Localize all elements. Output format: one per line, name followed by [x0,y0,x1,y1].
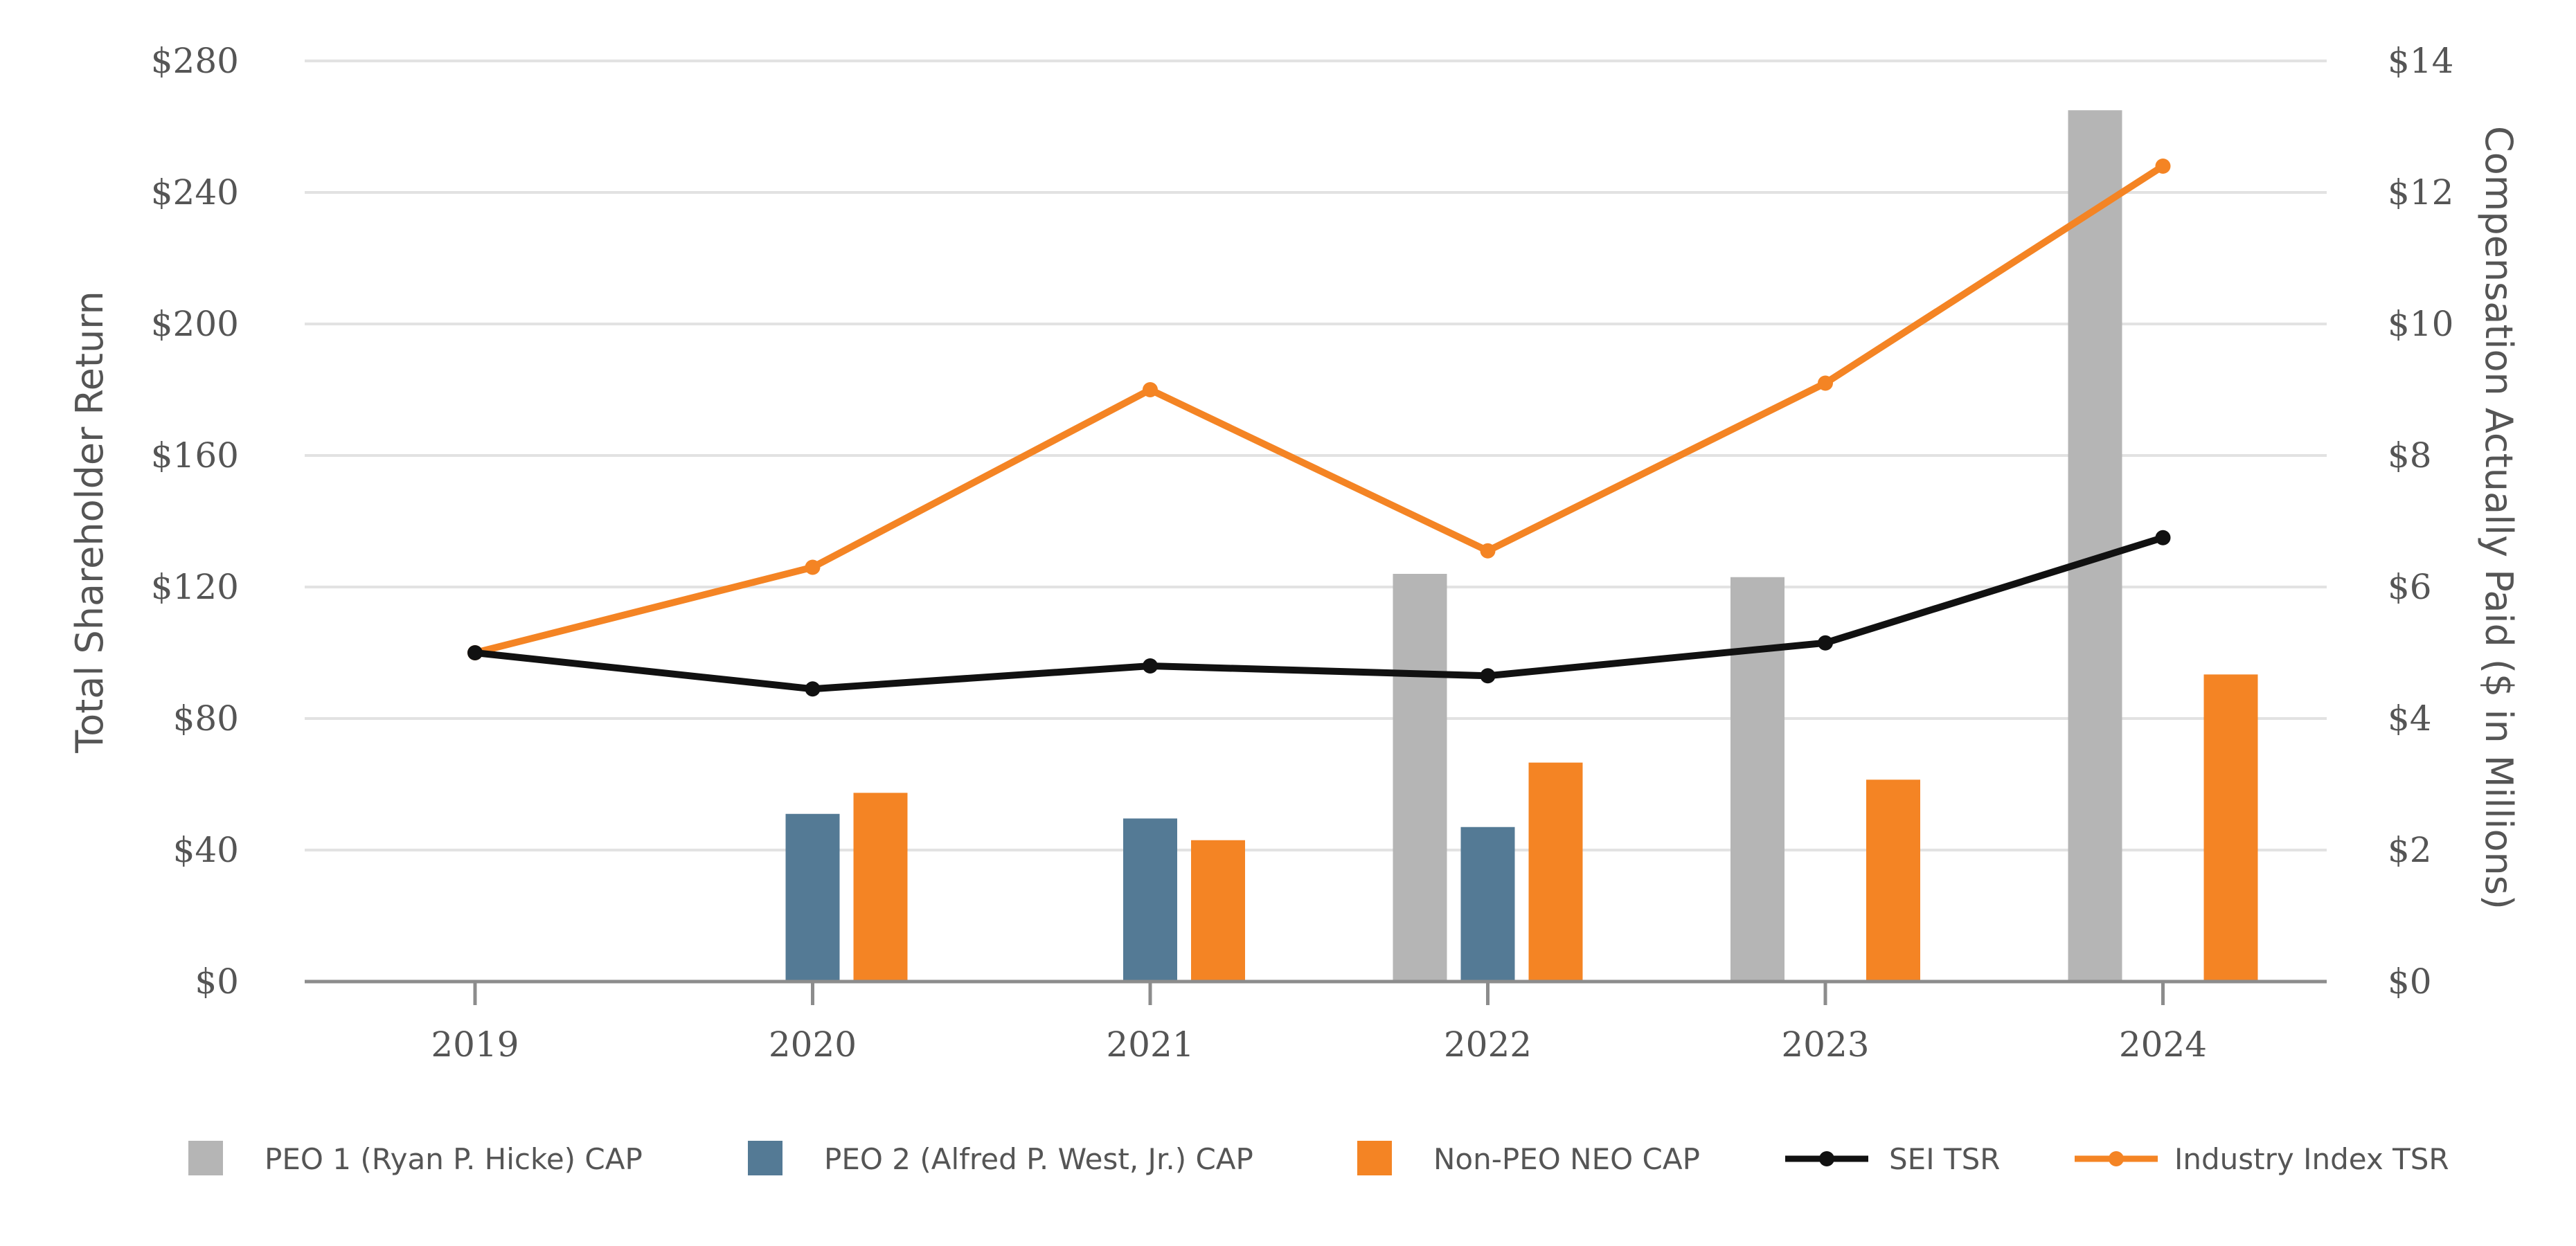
line-point [1143,658,1158,674]
left-tick-label: $160 [151,435,239,476]
legend-marker [1819,1151,1834,1166]
legend-swatch [748,1141,782,1175]
bar [853,793,908,982]
x-tick-label: 2021 [1106,1024,1194,1065]
legend-label: Industry Index TSR [2174,1142,2449,1176]
right-tick-label: $14 [2388,41,2453,81]
left-tick-label: $120 [151,567,239,607]
bar [1460,827,1515,982]
line-point [1143,382,1158,397]
legend-label: PEO 1 (Ryan P. Hicke) CAP [265,1142,643,1176]
legend: PEO 1 (Ryan P. Hicke) CAP PEO 2 (Alfred P… [188,1141,2449,1176]
bar [1730,577,1785,982]
left-tick-label: $280 [151,41,239,81]
legend-swatch [1357,1141,1392,1175]
x-tick-label: 2023 [1781,1024,1869,1065]
line-series [472,534,2167,693]
right-tick-label: $6 [2388,567,2432,607]
legend-label: Non-PEO NEO CAP [1433,1142,1700,1176]
legend-swatch [188,1141,223,1175]
bar [1123,818,1177,982]
line-series [472,163,2167,656]
x-tick-label: 2020 [769,1024,857,1065]
line-point [1480,668,1496,684]
line-point [2155,159,2171,174]
left-tick-label: $0 [195,961,239,1002]
bar [2203,674,2258,982]
left-axis-title: Total Shareholder Return [68,291,111,753]
bar [785,813,840,982]
gridlines [305,60,2327,851]
line-point [467,645,483,660]
x-tick-label: 2024 [2119,1024,2207,1065]
legend-label: PEO 2 (Alfred P. West, Jr.) CAP [824,1142,1253,1176]
left-tick-label: $80 [173,698,239,739]
line-point [1818,375,1833,391]
right-tick-label: $2 [2388,830,2432,870]
line-point [1480,543,1496,559]
bar [1866,779,1920,982]
left-tick-label: $40 [173,830,239,870]
line-point [805,559,821,575]
right-tick-label: $12 [2388,172,2453,213]
bar [1393,574,1447,982]
bars [785,110,2258,982]
right-tick-label: $10 [2388,304,2453,344]
x-tick-label: 2019 [431,1024,519,1065]
legend-marker [2109,1151,2124,1166]
lines [467,159,2171,697]
bar [1528,762,1583,982]
right-tick-label: $8 [2388,435,2432,476]
right-axis-title: Compensation Actually Paid ($ in Million… [2477,126,2521,910]
x-tick-label: 2022 [1444,1024,1532,1065]
bar [1191,840,1245,982]
right-tick-label: $0 [2388,961,2432,1002]
axes: $0 $0 $40 $2 $80 $4 $120 $6 $160 $8 $200 $10 $240 $12… [151,41,2454,1065]
legend-label: SEI TSR [1889,1142,2000,1176]
right-tick-label: $4 [2388,698,2432,739]
left-tick-label: $200 [151,304,239,344]
line-point [2155,530,2171,545]
left-tick-label: $240 [151,172,239,213]
line-point [805,681,821,697]
line-point [1818,635,1833,651]
bar [2068,110,2122,982]
